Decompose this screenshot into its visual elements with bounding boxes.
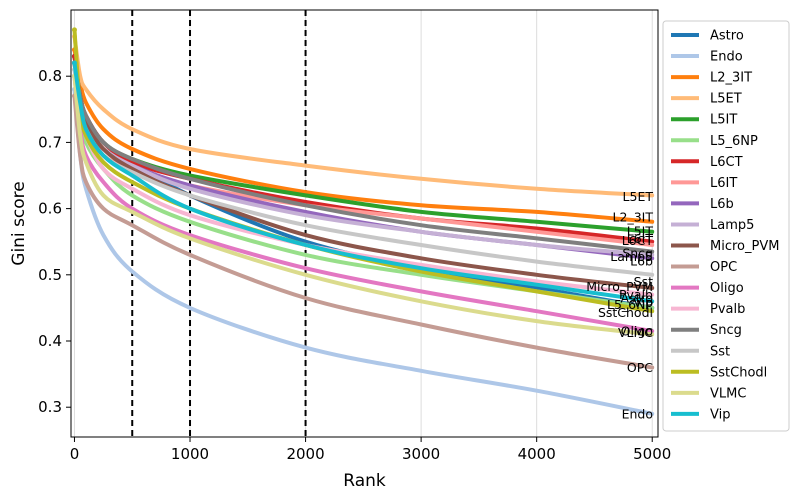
legend-label-l6ct: L6CT xyxy=(710,155,743,170)
plot-frame xyxy=(70,9,659,438)
end-label-8: Sst xyxy=(634,274,653,289)
series-line-l5et xyxy=(72,34,655,198)
series-layer xyxy=(71,27,655,416)
y-axis-label: Gini score xyxy=(9,181,29,265)
end-label-12: L5_6NP xyxy=(607,297,653,312)
legend-label-endo: Endo xyxy=(710,50,743,65)
legend-label-l6b: L6b xyxy=(710,197,734,212)
end-label-10: Pvalb xyxy=(619,287,653,302)
legend-label-astro: Astro xyxy=(710,29,744,44)
legend-label-vlmc: VLMC xyxy=(710,386,746,401)
legend-label-l5et: L5ET xyxy=(710,92,742,107)
legend: Astro Endo L2_3IT L5ET L5IT L5_6NP L6CT L6IT L6b… xyxy=(662,20,790,432)
series-line-vlmc xyxy=(72,74,655,337)
end-label-6: Lamp5 xyxy=(610,249,653,264)
x-tick-label-4: 4000 xyxy=(518,445,556,463)
x-tick-label-3: 3000 xyxy=(402,445,440,463)
x-axis-label: Rank xyxy=(343,471,386,491)
legend-label-oligo: Oligo xyxy=(710,281,744,296)
x-tick-label-1: 1000 xyxy=(171,445,209,463)
legend-label-lamp5: Lamp5 xyxy=(710,218,754,233)
x-tick-label-0: 0 xyxy=(70,445,80,463)
y-tick-label-1: 0.4 xyxy=(38,332,62,350)
end-label-15: Oligo xyxy=(621,324,653,339)
legend-label-opc: OPC xyxy=(710,260,737,275)
series-start-point-vip xyxy=(71,60,77,66)
series-line-l2-3it xyxy=(72,47,655,224)
legend-label-l5-6np: L5_6NP xyxy=(710,134,758,149)
legend-label-sstchodl: SstChodl xyxy=(710,365,767,380)
end-label-3: L6IT xyxy=(627,231,654,246)
end-label-14: SstChodl xyxy=(598,305,653,320)
series-line-opc xyxy=(72,94,655,370)
x-tick-label-5: 5000 xyxy=(633,445,671,463)
legend-label-pvalb: Pvalb xyxy=(710,302,745,317)
tick-layer: 0 1000 2000 3000 4000 5000 0.3 0.4 0.5 0.6 0.7 0.8 xyxy=(38,67,671,463)
end-label-17: OPC xyxy=(627,360,653,375)
legend-label-l6it: L6IT xyxy=(710,176,737,191)
y-tick-label-0: 0.3 xyxy=(38,398,62,416)
end-label-16: VLMC xyxy=(618,325,653,340)
legend-label-micro-pvm: Micro_PVM xyxy=(710,239,779,254)
y-tick-label-4: 0.7 xyxy=(38,133,62,151)
y-tick-label-2: 0.5 xyxy=(38,266,62,284)
end-label-13: Vip xyxy=(633,295,653,310)
end-label-11: Astro xyxy=(621,290,653,305)
series-line-sncg xyxy=(72,61,655,254)
end-label-2: L5IT xyxy=(627,224,654,239)
x-tick-label-2: 2000 xyxy=(286,445,324,463)
legend-label-sncg: Sncg xyxy=(710,323,742,338)
end-label-18: Endo xyxy=(622,406,653,421)
y-tick-label-5: 0.8 xyxy=(38,67,62,85)
series-line-endo xyxy=(72,87,655,416)
end-label-0: L5ET xyxy=(623,189,654,204)
end-label-7: L6b xyxy=(630,253,653,268)
end-label-1: L2_3IT xyxy=(613,210,654,225)
y-tick-label-3: 0.6 xyxy=(38,200,62,218)
series-start-point-sstchodl xyxy=(71,27,77,33)
legend-label-vip: Vip xyxy=(710,407,730,422)
series-line-vip xyxy=(72,61,655,304)
legend-label-l5it: L5IT xyxy=(710,113,737,128)
legend-label-l2-3it: L2_3IT xyxy=(710,71,752,86)
end-label-5: Sncg xyxy=(622,245,653,260)
legend-label-sst: Sst xyxy=(710,344,730,359)
end-label-4: L6CT xyxy=(622,233,654,248)
end-label-9: Micro_PVM xyxy=(586,279,653,294)
